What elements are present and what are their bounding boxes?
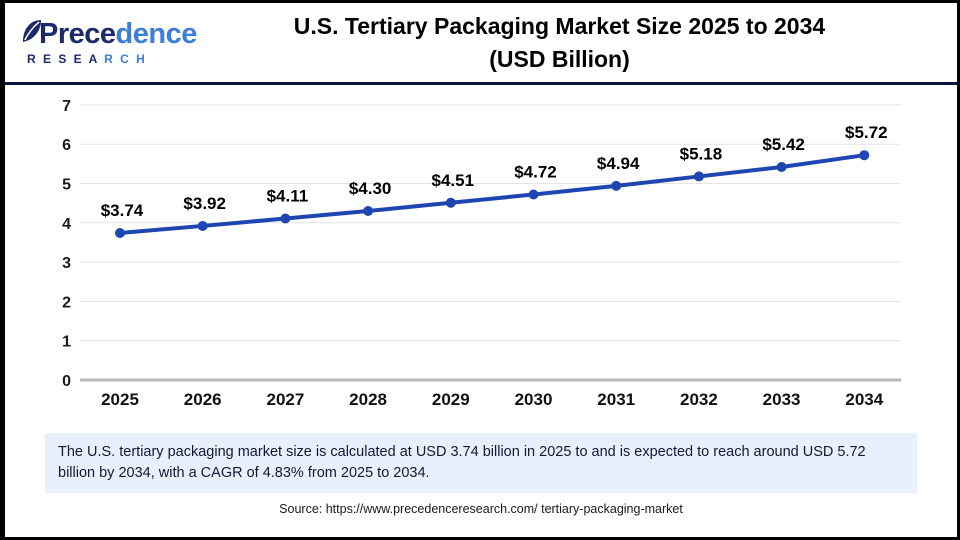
x-tick-label: 2026 — [184, 390, 222, 409]
x-tick-label: 2032 — [680, 390, 718, 409]
data-point-label: $5.18 — [680, 144, 723, 163]
x-tick-label: 2029 — [432, 390, 470, 409]
data-point — [363, 206, 374, 217]
brand-text-light: dence — [115, 18, 198, 50]
data-point — [776, 161, 787, 172]
data-point-label: $5.72 — [845, 123, 888, 142]
data-point — [859, 150, 870, 161]
source-line: Source: https://www.precedenceresearch.c… — [279, 502, 683, 517]
brand-subtext: R E S E A R C H — [21, 53, 210, 65]
market-summary-text: The U.S. tertiary packaging market size … — [58, 444, 866, 482]
y-tick-label: 0 — [62, 373, 71, 390]
brand-subtext-dark: R E S E A — [27, 52, 105, 66]
logo-brand-row: Precedence — [21, 20, 210, 49]
chart-title-block: U.S. Tertiary Packaging Market Size 2025… — [210, 10, 957, 76]
x-tick-label: 2030 — [515, 390, 553, 409]
series-line — [118, 153, 867, 236]
leaf-icon — [22, 20, 42, 42]
x-tick-label: 2031 — [597, 390, 635, 409]
brand-text-dark: Prece — [39, 18, 116, 50]
data-point-label: $4.72 — [514, 163, 557, 182]
y-tick-label: 4 — [62, 216, 71, 233]
data-point — [528, 189, 539, 200]
header: Precedence R E S E A R C H U.S. Tertiary… — [5, 3, 957, 85]
data-point — [611, 180, 622, 191]
y-tick-label: 1 — [62, 334, 71, 351]
data-point-label: $3.92 — [183, 194, 226, 213]
y-tick-label: 2 — [62, 294, 71, 311]
y-tick-label: 6 — [62, 137, 71, 154]
market-line-chart: 0 1 2 3 4 5 6 7 $3.74 2025 $3.92 2026 $4.11 2027 $4.30… — [62, 98, 901, 409]
brand-text: Precedence — [39, 20, 197, 49]
data-point — [115, 228, 125, 239]
x-tick-label: 2028 — [349, 390, 387, 409]
y-tick-label: 5 — [62, 177, 71, 194]
precedence-research-logo: Precedence R E S E A R C H — [5, 20, 210, 65]
x-tick-label: 2033 — [763, 390, 801, 409]
x-tick-label: 2027 — [266, 390, 304, 409]
data-point — [445, 197, 456, 208]
data-point-label: $4.51 — [432, 171, 475, 190]
x-tick-label: 2025 — [101, 390, 139, 409]
data-point-label: $5.42 — [762, 135, 805, 154]
data-point — [197, 220, 208, 231]
data-point — [693, 171, 704, 182]
data-point-label: $4.30 — [349, 179, 392, 198]
data-point-label: $3.74 — [101, 201, 144, 220]
y-tick-label: 3 — [62, 255, 71, 272]
data-point-label: $4.94 — [597, 154, 640, 173]
y-tick-label: 7 — [62, 98, 71, 115]
chart-region: 0 1 2 3 4 5 6 7 $3.74 2025 $3.92 2026 $4.11 2027 $4.30… — [5, 85, 957, 425]
chart-title-line1: U.S. Tertiary Packaging Market Size 2025… — [293, 12, 826, 39]
market-summary-box: The U.S. tertiary packaging market size … — [45, 433, 917, 494]
chart-title-line2: (USD Billion) — [489, 45, 630, 72]
data-point — [280, 213, 291, 224]
brand-subtext-light: R C H — [104, 52, 147, 66]
data-point-label: $4.11 — [267, 186, 309, 205]
x-tick-label: 2034 — [845, 390, 883, 409]
